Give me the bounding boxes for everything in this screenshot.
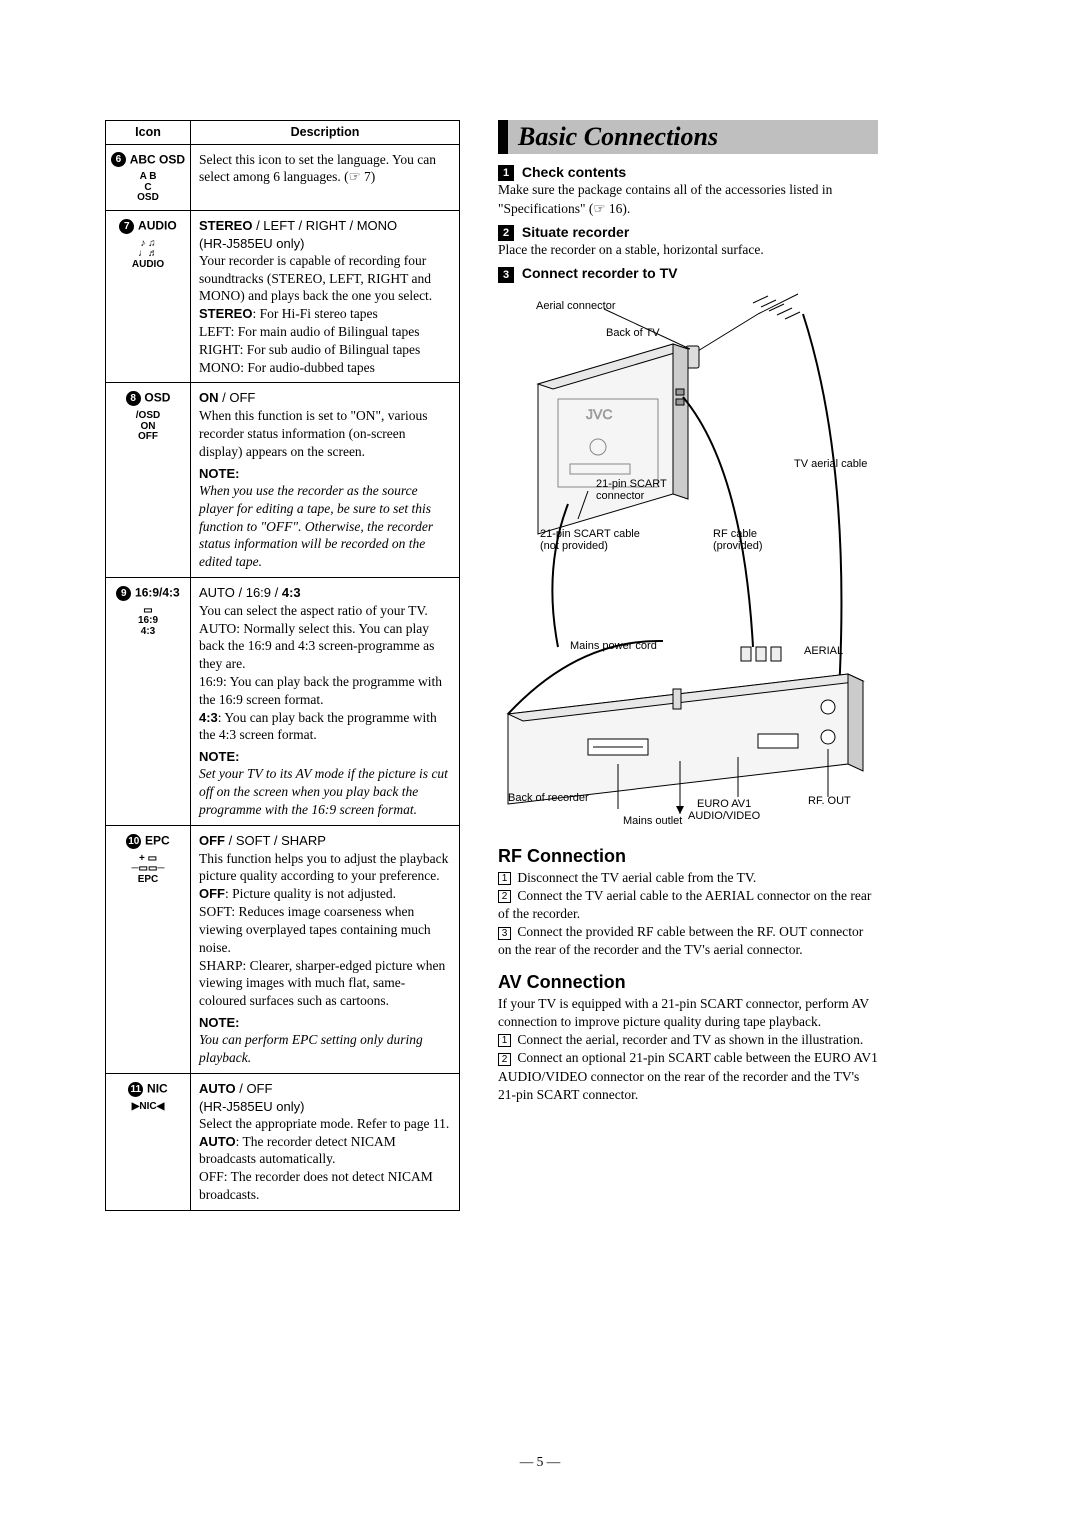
list-item: 1 Connect the aerial, recorder and TV as… xyxy=(498,1031,878,1049)
av-intro: If your TV is equipped with a 21-pin SCA… xyxy=(498,995,878,1031)
label-back-of-recorder: Back of recorder xyxy=(508,792,589,804)
desc-cell: OFF / SOFT / SHARPThis function helps yo… xyxy=(191,825,460,1073)
desc-cell: Select this icon to set the language. Yo… xyxy=(191,144,460,210)
icon-description-table: Icon Description 6 ABC OSDA BCOSDSelect … xyxy=(105,120,460,1211)
step-body: Make sure the package contains all of th… xyxy=(498,181,878,217)
list-item: 3 Connect the provided RF cable between … xyxy=(498,923,878,959)
section-title: Basic Connections xyxy=(498,120,878,154)
desc-cell: AUTO / 16:9 / 4:3You can select the aspe… xyxy=(191,577,460,825)
icon-cell: 8 OSD/OSDONOFF xyxy=(106,383,191,577)
rf-list: 1 Disconnect the TV aerial cable from th… xyxy=(498,869,878,960)
rf-head: RF Connection xyxy=(498,846,878,867)
label-euro-av1: EURO AV1AUDIO/VIDEO xyxy=(688,798,761,822)
label-rf-cable: RF cable(provided) xyxy=(713,528,763,552)
th-desc: Description xyxy=(191,121,460,145)
list-item: 1 Disconnect the TV aerial cable from th… xyxy=(498,869,878,887)
icon-description-table-wrap: Icon Description 6 ABC OSDA BCOSDSelect … xyxy=(105,120,460,1211)
label-rf-out: RF. OUT xyxy=(808,795,851,807)
desc-cell: AUTO / OFF(HR-J585EU only)Select the app… xyxy=(191,1073,460,1210)
connection-diagram: Aerial connector JVC Back of TV TV aeria… xyxy=(498,289,878,829)
svg-text:JVC: JVC xyxy=(586,406,612,422)
label-tv-aerial-cable: TV aerial cable xyxy=(794,458,867,470)
icon-cell: 10 EPC+ ▭─▭▭─EPC xyxy=(106,825,191,1073)
step-body: Place the recorder on a stable, horizont… xyxy=(498,241,878,259)
icon-cell: 7 AUDIO♪ ♫♩♬AUDIO xyxy=(106,210,191,383)
label-mains-outlet: Mains outlet xyxy=(623,815,682,827)
step-head: 2 Situate recorder xyxy=(498,224,878,241)
label-aerial-connector: Aerial connector xyxy=(536,300,616,312)
page-number: — 5 — xyxy=(0,1454,1080,1470)
icon-cell: 11 NIC▶NIC◀ xyxy=(106,1073,191,1210)
icon-cell: 9 16:9/4:3▭16:94:3 xyxy=(106,577,191,825)
th-icon: Icon xyxy=(106,121,191,145)
step-head: 1 Check contents xyxy=(498,164,878,181)
av-list: 1 Connect the aerial, recorder and TV as… xyxy=(498,1031,878,1104)
desc-cell: STEREO / LEFT / RIGHT / MONO(HR-J585EU o… xyxy=(191,210,460,383)
av-head: AV Connection xyxy=(498,972,878,993)
desc-cell: ON / OFFWhen this function is set to "ON… xyxy=(191,383,460,577)
label-mains-cord: Mains power cord xyxy=(570,640,657,652)
step-head: 3 Connect recorder to TV xyxy=(498,265,878,282)
icon-cell: 6 ABC OSDA BCOSD xyxy=(106,144,191,210)
label-scart-cable: 21-pin SCART cable(not provided) xyxy=(540,528,640,552)
label-back-of-tv: Back of TV xyxy=(606,327,660,339)
list-item: 2 Connect an optional 21-pin SCART cable… xyxy=(498,1049,878,1104)
list-item: 2 Connect the TV aerial cable to the AER… xyxy=(498,887,878,923)
label-aerial: AERIAL xyxy=(804,645,843,657)
